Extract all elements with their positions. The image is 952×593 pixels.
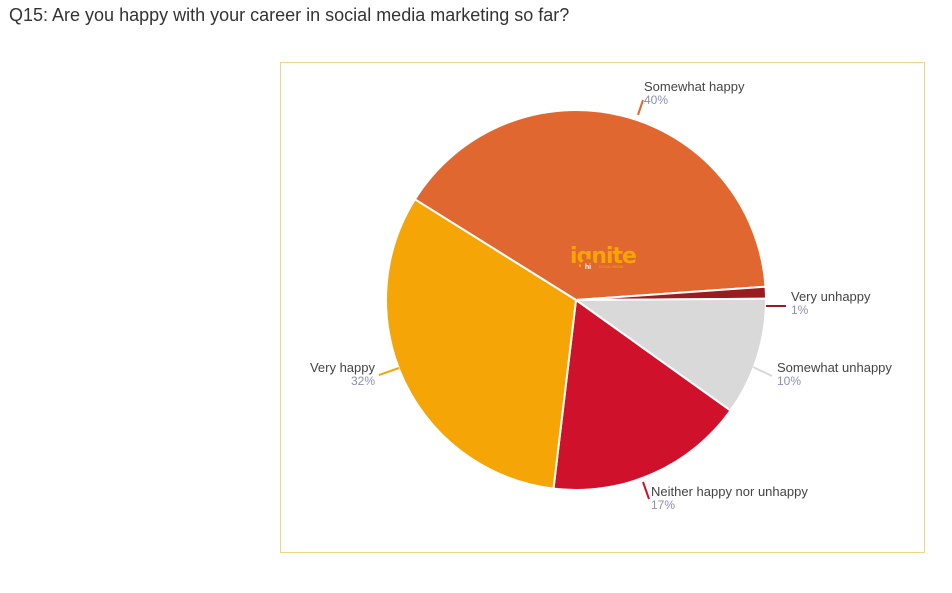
page-title: Q15: Are you happy with your career in s… bbox=[9, 5, 570, 25]
pie-slice-somewhat-happy bbox=[413, 109, 767, 302]
slice-label: Somewhat happy bbox=[644, 79, 745, 94]
slice-label: Somewhat unhappy bbox=[777, 360, 892, 375]
slice-percent-label: 17% bbox=[651, 498, 675, 512]
slice-percent-label: 10% bbox=[777, 374, 801, 388]
logo-badge: hi bbox=[585, 264, 591, 271]
leader-line bbox=[637, 99, 644, 116]
slice-label: Very happy bbox=[310, 360, 376, 375]
leader-line bbox=[642, 481, 650, 500]
leader-lines bbox=[378, 99, 786, 500]
slice-percent-label: 32% bbox=[351, 374, 375, 388]
slice-percent-label: 1% bbox=[791, 303, 809, 317]
logo-badge-icon bbox=[581, 259, 595, 273]
logo-tagline: SOCIAL MEDIA bbox=[599, 265, 624, 269]
pie-slice-neither-happy-nor-unhappy bbox=[552, 298, 732, 491]
leader-line bbox=[378, 367, 400, 376]
slice-label: Neither happy nor unhappy bbox=[651, 484, 808, 499]
ignite-logo: ignite hi SOCIAL MEDIA bbox=[570, 244, 637, 273]
slice-percent-label: 40% bbox=[644, 93, 668, 107]
pie-slice-somewhat-unhappy bbox=[572, 297, 768, 412]
pie-slice-very-happy bbox=[385, 197, 578, 490]
leader-line bbox=[752, 366, 773, 377]
pie-slices bbox=[385, 109, 768, 491]
slice-label: Very unhappy bbox=[791, 289, 871, 304]
chart-frame bbox=[280, 62, 925, 553]
